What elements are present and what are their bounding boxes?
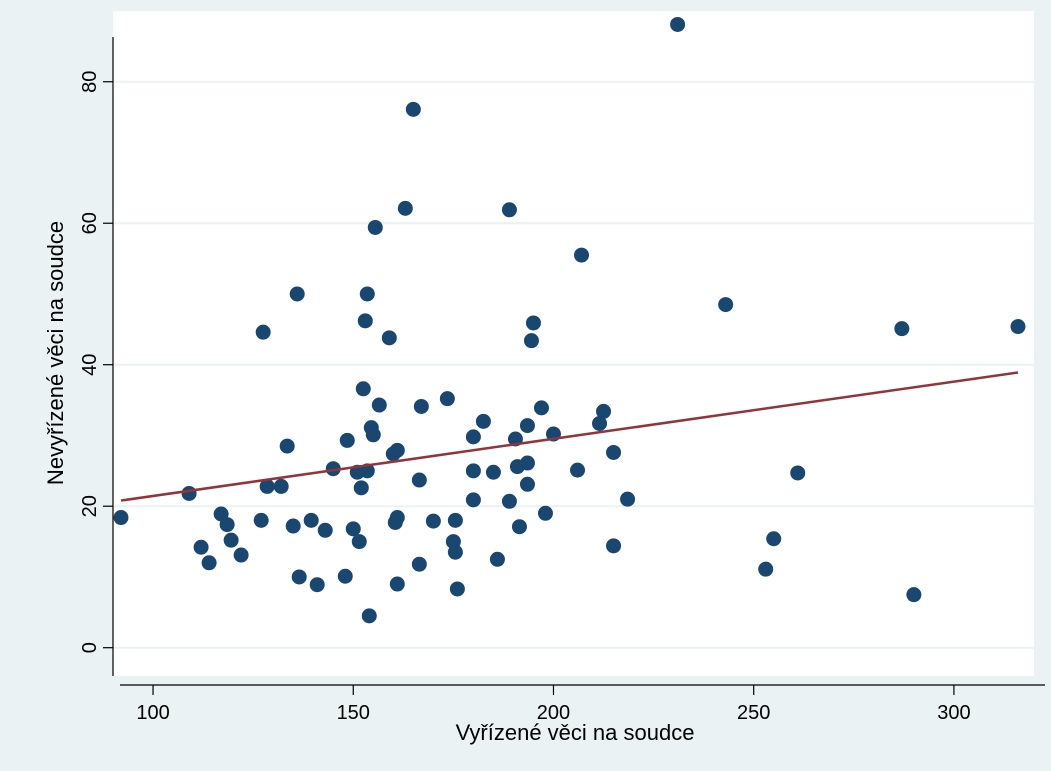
- data-point: [519, 455, 535, 471]
- data-point: [365, 427, 381, 443]
- data-point: [259, 478, 275, 494]
- data-point: [425, 513, 441, 529]
- data-point: [317, 522, 333, 538]
- data-point: [523, 333, 539, 349]
- data-point: [339, 432, 355, 448]
- data-point: [447, 512, 463, 528]
- data-point: [485, 464, 501, 480]
- data-point: [766, 531, 782, 547]
- x-tick-label: 150: [337, 702, 370, 724]
- data-point: [592, 415, 608, 431]
- data-point: [475, 413, 491, 429]
- data-point: [670, 16, 686, 32]
- data-point: [439, 391, 455, 407]
- data-point: [397, 200, 413, 216]
- data-point: [181, 485, 197, 501]
- data-point: [519, 476, 535, 492]
- data-point: [525, 315, 541, 331]
- data-point: [465, 492, 481, 508]
- data-point: [255, 324, 271, 340]
- data-point: [606, 538, 622, 554]
- data-point: [1010, 319, 1026, 335]
- y-tick-label: 80: [79, 71, 101, 93]
- axes: 0 20 40 60 80 100 150 200 250 300: [79, 37, 1045, 724]
- data-point: [501, 202, 517, 218]
- data-point: [620, 491, 636, 507]
- data-point: [574, 247, 590, 263]
- data-point: [193, 539, 209, 555]
- plot-area: [113, 11, 1034, 676]
- data-point: [511, 519, 527, 535]
- data-point: [449, 581, 465, 597]
- data-point: [489, 551, 505, 567]
- data-point: [357, 313, 373, 329]
- data-point: [389, 510, 405, 526]
- x-axis-title: Vyřízené věci na soudce: [456, 720, 695, 745]
- data-point: [325, 461, 341, 477]
- data-point: [718, 297, 734, 313]
- data-point: [371, 397, 387, 413]
- fit-line: [120, 371, 1019, 502]
- data-point: [381, 330, 397, 346]
- data-point: [790, 465, 806, 481]
- data-point: [113, 510, 129, 526]
- fit-line-group: [120, 371, 1019, 502]
- data-point: [219, 517, 235, 533]
- data-point: [279, 438, 295, 454]
- data-point: [223, 532, 239, 548]
- data-point: [389, 576, 405, 592]
- data-point: [411, 556, 427, 572]
- data-point: [353, 480, 369, 496]
- data-point: [285, 518, 301, 534]
- data-point: [519, 418, 535, 434]
- data-point: [501, 493, 517, 509]
- data-point: [367, 219, 383, 235]
- data-point: [289, 286, 305, 302]
- data-point: [355, 381, 371, 397]
- data-point: [405, 101, 421, 117]
- x-tick-label: 250: [737, 702, 770, 724]
- data-points: [113, 16, 1026, 624]
- x-tick-label: 200: [537, 702, 570, 724]
- data-point: [345, 521, 361, 537]
- data-point: [233, 547, 249, 563]
- x-tick-label: 300: [937, 702, 970, 724]
- gridlines: [113, 80, 1034, 649]
- data-point: [303, 512, 319, 528]
- y-tick-label: 20: [79, 495, 101, 517]
- data-point: [389, 442, 405, 458]
- y-tick-label: 40: [79, 354, 101, 376]
- data-point: [465, 429, 481, 445]
- data-point: [596, 403, 612, 419]
- data-point: [570, 462, 586, 478]
- data-point: [533, 400, 549, 416]
- data-point: [413, 398, 429, 414]
- data-point: [537, 505, 553, 521]
- y-axis-title: Nevyřízené věci na soudce: [43, 221, 68, 485]
- data-point: [351, 534, 367, 550]
- x-tick-label: 100: [136, 702, 169, 724]
- data-point: [447, 544, 463, 560]
- data-point: [465, 463, 481, 479]
- data-point: [273, 478, 289, 494]
- data-point: [758, 561, 774, 577]
- data-point: [894, 321, 910, 337]
- data-point: [253, 512, 269, 528]
- y-tick-label: 0: [79, 642, 101, 653]
- data-point: [337, 568, 353, 584]
- data-point: [291, 569, 307, 585]
- data-point: [411, 472, 427, 488]
- data-point: [359, 286, 375, 302]
- data-point: [201, 555, 217, 571]
- data-point: [906, 587, 922, 603]
- data-point: [309, 577, 325, 593]
- data-point: [606, 444, 622, 460]
- data-point: [361, 608, 377, 624]
- y-tick-label: 60: [79, 212, 101, 234]
